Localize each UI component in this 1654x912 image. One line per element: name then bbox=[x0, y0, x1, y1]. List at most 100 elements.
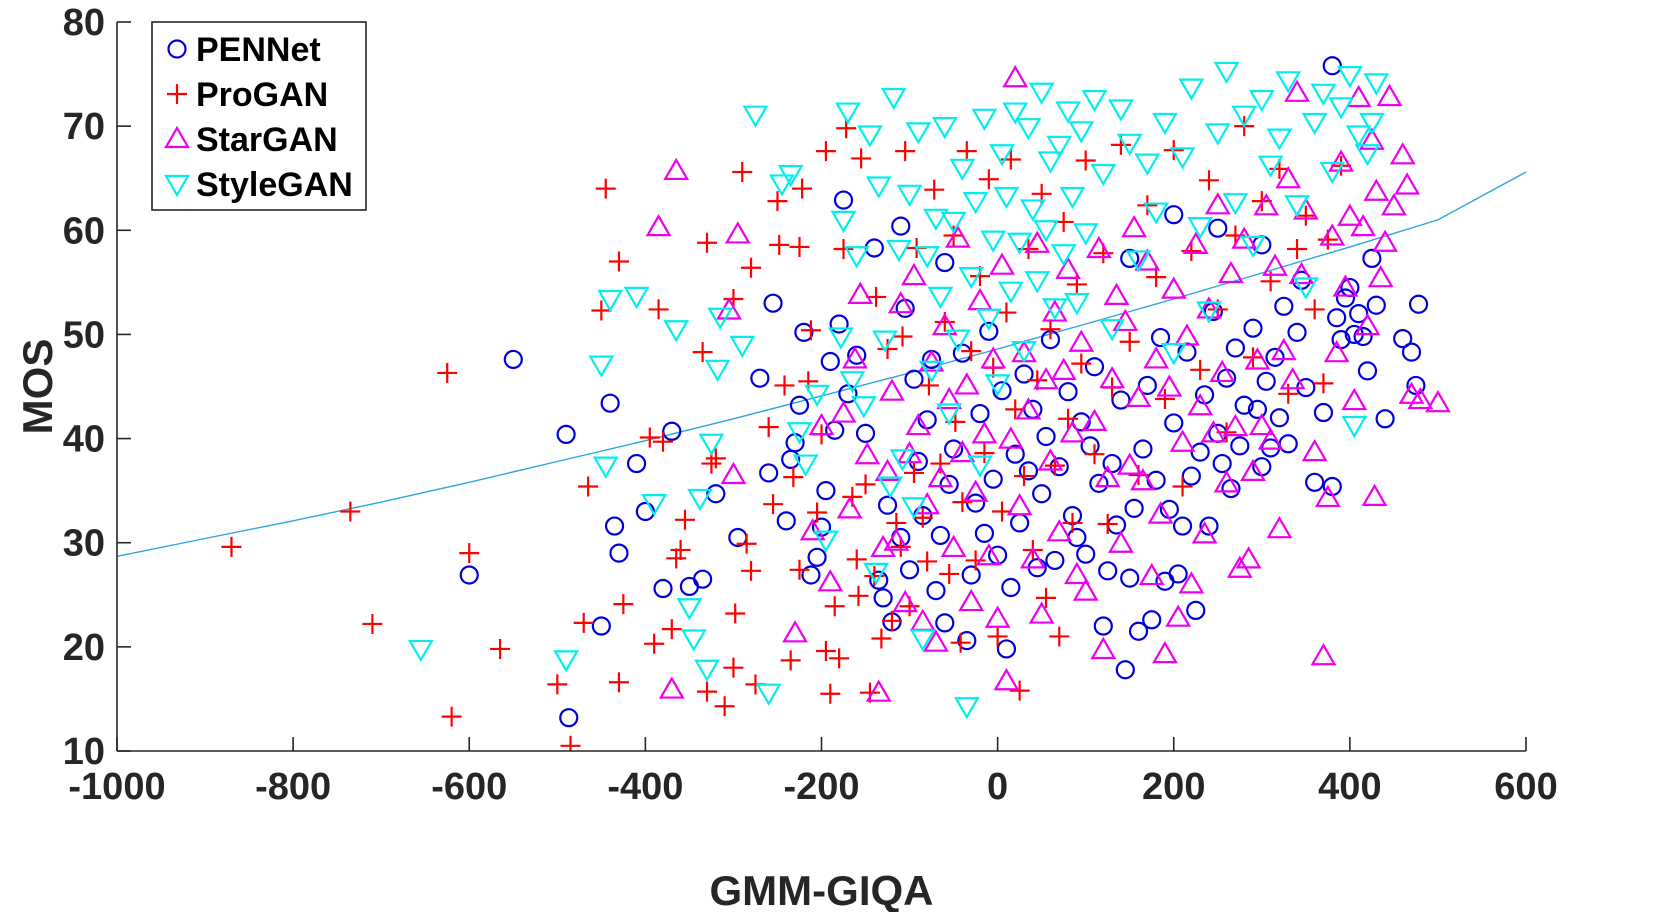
data-point-progan bbox=[807, 502, 828, 523]
data-point-stylegan bbox=[843, 246, 870, 269]
data-point-stargan bbox=[1213, 470, 1240, 493]
data-point-progan bbox=[675, 509, 696, 530]
data-point-pennet bbox=[996, 639, 1017, 659]
data-point-progan bbox=[815, 141, 836, 162]
data-point-pennet bbox=[869, 570, 889, 590]
data-point-stargan bbox=[1248, 412, 1275, 436]
data-point-progan bbox=[1190, 359, 1211, 380]
data-point-progan bbox=[639, 427, 660, 448]
data-point-progan bbox=[824, 596, 845, 617]
data-point-stargan bbox=[1015, 397, 1042, 420]
data-point-stylegan bbox=[623, 286, 650, 310]
data-point-stargan bbox=[1063, 561, 1090, 585]
data-point-progan bbox=[697, 232, 718, 253]
data-point-progan bbox=[644, 633, 665, 654]
data-point-progan bbox=[917, 551, 938, 572]
data-point-stargan bbox=[1169, 429, 1196, 452]
data-point-stylegan bbox=[1358, 112, 1385, 136]
data-point-progan bbox=[1154, 388, 1175, 409]
y-tick-label: 30 bbox=[63, 523, 105, 565]
data-point-progan bbox=[560, 735, 581, 751]
data-point-stargan bbox=[1174, 323, 1200, 346]
data-point-pennet bbox=[1084, 357, 1105, 377]
data-point-stylegan bbox=[680, 629, 707, 652]
data-point-stargan bbox=[1301, 438, 1328, 462]
data-point-pennet bbox=[939, 474, 959, 494]
data-point-stargan bbox=[931, 312, 958, 336]
x-tick-label: -800 bbox=[255, 766, 331, 808]
data-point-progan bbox=[666, 548, 687, 569]
data-point-stargan bbox=[1235, 546, 1262, 569]
data-point-progan bbox=[1009, 680, 1030, 701]
data-point-progan bbox=[961, 341, 982, 362]
data-point-progan bbox=[769, 234, 790, 255]
data-point-stylegan bbox=[1341, 415, 1368, 439]
data-point-stylegan bbox=[804, 384, 831, 407]
data-point-pennet bbox=[1093, 616, 1113, 636]
data-point-stylegan bbox=[1050, 244, 1077, 267]
data-point-stargan bbox=[782, 620, 808, 643]
data-point-progan bbox=[789, 559, 810, 580]
data-point-pennet bbox=[1265, 347, 1285, 367]
data-point-progan bbox=[1198, 170, 1219, 191]
data-point-stargan bbox=[1059, 420, 1086, 443]
data-point-stylegan bbox=[1363, 73, 1390, 96]
data-point-stylegan bbox=[742, 105, 769, 128]
data-point-progan bbox=[974, 443, 995, 464]
data-point-stylegan bbox=[1178, 78, 1205, 101]
data-point-progan bbox=[758, 417, 779, 438]
data-point-pennet bbox=[1133, 439, 1153, 459]
data-point-stylegan bbox=[1125, 250, 1152, 273]
data-point-progan bbox=[1014, 466, 1035, 487]
data-point-progan bbox=[939, 563, 960, 584]
data-point-stylegan bbox=[940, 211, 967, 235]
data-point-stargan bbox=[997, 426, 1024, 449]
data-point-stargan bbox=[865, 679, 892, 702]
data-point-pennet bbox=[1115, 660, 1135, 680]
data-point-stargan bbox=[1345, 84, 1372, 108]
data-point-pennet bbox=[1128, 621, 1149, 641]
x-tick-label: -400 bbox=[607, 766, 683, 808]
data-point-stylegan bbox=[1169, 147, 1196, 170]
data-point-pennet bbox=[1120, 248, 1140, 269]
data-point-pennet bbox=[1393, 328, 1413, 349]
data-point-stylegan bbox=[1275, 71, 1302, 94]
data-point-progan bbox=[952, 492, 973, 513]
y-tick-label: 70 bbox=[63, 106, 105, 148]
data-point-pennet bbox=[759, 463, 779, 483]
data-point-progan bbox=[608, 672, 629, 693]
data-point-stargan bbox=[1130, 468, 1156, 491]
data-point-progan bbox=[661, 619, 682, 640]
data-point-stargan bbox=[874, 458, 901, 481]
data-point-pennet bbox=[1327, 308, 1347, 328]
data-point-stylegan bbox=[588, 355, 615, 378]
data-point-stylegan bbox=[905, 122, 932, 145]
axes: -1000 -800 -600 -400 -200 0 200 400 600 10 20 30 40 5… bbox=[63, 2, 1558, 808]
data-point-progan bbox=[820, 683, 841, 704]
data-point-stylegan bbox=[792, 454, 819, 477]
data-point-stargan bbox=[645, 213, 672, 237]
data-point-stargan bbox=[808, 412, 835, 436]
y-tick-label: 20 bbox=[63, 627, 105, 669]
data-point-stargan bbox=[836, 496, 863, 519]
data-point-stylegan bbox=[1213, 61, 1240, 85]
data-point-pennet bbox=[1036, 426, 1056, 447]
data-point-stargan bbox=[817, 569, 844, 592]
x-tick-label: 200 bbox=[1142, 766, 1205, 808]
data-point-stargan bbox=[1152, 640, 1178, 664]
data-point-stargan bbox=[958, 588, 985, 612]
data-point-stylegan bbox=[1002, 102, 1029, 125]
data-point-progan bbox=[833, 239, 854, 260]
data-point-stargan bbox=[1257, 427, 1284, 450]
data-point-stargan bbox=[1361, 483, 1388, 506]
data-point-pennet bbox=[1269, 408, 1290, 428]
legend-marker-progan bbox=[167, 84, 187, 104]
data-point-stylegan bbox=[1196, 301, 1222, 324]
data-point-stylegan bbox=[1059, 186, 1086, 210]
data-point-stylegan bbox=[1160, 343, 1187, 366]
data-point-stylegan bbox=[1134, 153, 1161, 176]
data-point-progan bbox=[1075, 150, 1096, 171]
data-point-stylegan bbox=[1231, 105, 1258, 128]
data-point-stargan bbox=[1182, 231, 1209, 254]
data-point-stargan bbox=[1094, 464, 1121, 488]
